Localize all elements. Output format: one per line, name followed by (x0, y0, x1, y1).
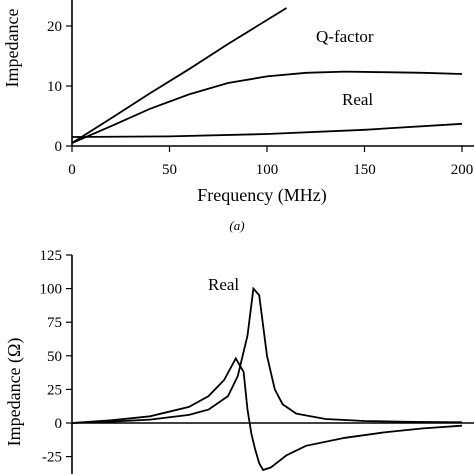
top-real-label: Real (342, 90, 373, 109)
top-y-tick-label: 0 (55, 139, 63, 155)
top-x-tick-label: 150 (353, 162, 376, 178)
top-series-line-0 (72, 7, 287, 144)
bottom-y-tick-label: 75 (47, 315, 62, 331)
top-panel: 0 50 100 150 200 0 10 20 Impedance Frequency (M… (2, 0, 474, 233)
bottom-y-tick-label: 0 (55, 416, 63, 432)
bottom-y-tick-label: 125 (40, 248, 63, 264)
bottom-panel: -25 0 25 50 75 100 125 Impedance (Ω) Real (4, 248, 474, 474)
bottom-y-tick-label: 50 (47, 349, 62, 365)
top-series-line-2 (72, 122, 463, 138)
bottom-real-label: Real (208, 275, 239, 294)
bottom-series-line-1 (72, 356, 463, 472)
bottom-y-axis-title: Impedance (Ω) (4, 338, 25, 447)
top-series-line-1 (72, 70, 463, 144)
top-y-axis-title: Impedance (2, 9, 22, 88)
bottom-y-tick-label: 100 (40, 282, 63, 298)
bottom-y-tick-label: 25 (47, 382, 62, 398)
q-factor-label: Q-factor (316, 27, 374, 46)
top-y-tick-label: 10 (47, 79, 62, 95)
top-y-tick-label: 20 (47, 19, 62, 35)
top-x-tick-label: 0 (68, 162, 76, 178)
top-x-tick-label: 200 (451, 162, 474, 178)
top-x-axis-title: Frequency (MHz) (197, 185, 326, 206)
top-x-tick-label: 100 (256, 162, 279, 178)
panel-label-a: (a) (229, 218, 244, 233)
top-x-tick-label: 50 (162, 162, 177, 178)
bottom-series-line-0 (72, 286, 463, 424)
bottom-y-tick-label: -25 (42, 450, 62, 466)
